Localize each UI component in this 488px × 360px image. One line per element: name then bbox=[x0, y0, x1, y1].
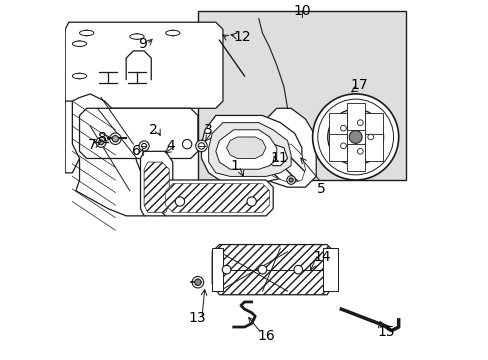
Text: 4: 4 bbox=[166, 139, 175, 153]
Circle shape bbox=[293, 265, 302, 274]
Polygon shape bbox=[262, 144, 287, 166]
Circle shape bbox=[327, 109, 383, 165]
Circle shape bbox=[99, 140, 103, 145]
Circle shape bbox=[317, 99, 393, 175]
Polygon shape bbox=[328, 113, 346, 140]
Circle shape bbox=[175, 197, 184, 206]
Polygon shape bbox=[144, 162, 169, 212]
Circle shape bbox=[169, 30, 175, 36]
Ellipse shape bbox=[165, 30, 180, 36]
Circle shape bbox=[182, 139, 191, 149]
Polygon shape bbox=[65, 22, 223, 108]
Circle shape bbox=[112, 135, 119, 142]
Text: 9: 9 bbox=[138, 37, 146, 51]
Circle shape bbox=[286, 176, 295, 184]
Text: 3: 3 bbox=[204, 123, 213, 137]
Circle shape bbox=[258, 265, 266, 274]
Polygon shape bbox=[364, 134, 382, 161]
Text: 16: 16 bbox=[257, 329, 274, 343]
Text: 15: 15 bbox=[377, 325, 394, 339]
Circle shape bbox=[312, 94, 398, 180]
Circle shape bbox=[77, 41, 82, 46]
Polygon shape bbox=[262, 108, 316, 187]
Circle shape bbox=[222, 265, 230, 274]
Polygon shape bbox=[201, 116, 301, 184]
Text: 14: 14 bbox=[313, 250, 331, 264]
Circle shape bbox=[96, 137, 106, 147]
Bar bbox=[198, 12, 405, 180]
Text: 10: 10 bbox=[292, 4, 310, 18]
Polygon shape bbox=[65, 101, 83, 173]
Polygon shape bbox=[269, 144, 305, 184]
Circle shape bbox=[142, 143, 146, 148]
Circle shape bbox=[343, 125, 367, 149]
Circle shape bbox=[195, 140, 207, 152]
Text: 13: 13 bbox=[188, 311, 205, 325]
Circle shape bbox=[246, 197, 256, 206]
Polygon shape bbox=[346, 103, 364, 130]
Circle shape bbox=[348, 131, 362, 143]
Circle shape bbox=[139, 141, 149, 151]
Text: 8: 8 bbox=[98, 131, 107, 145]
Polygon shape bbox=[158, 180, 273, 216]
Circle shape bbox=[77, 73, 82, 79]
Circle shape bbox=[357, 148, 363, 154]
Circle shape bbox=[288, 178, 293, 182]
Polygon shape bbox=[80, 108, 198, 158]
Text: 7: 7 bbox=[87, 138, 96, 152]
Circle shape bbox=[134, 34, 140, 40]
Polygon shape bbox=[364, 113, 382, 140]
Circle shape bbox=[340, 143, 346, 149]
Text: 11: 11 bbox=[270, 151, 288, 165]
Polygon shape bbox=[215, 130, 276, 169]
Ellipse shape bbox=[72, 41, 86, 46]
Polygon shape bbox=[140, 151, 172, 216]
Text: 12: 12 bbox=[233, 30, 251, 44]
Circle shape bbox=[357, 120, 363, 126]
Text: 2: 2 bbox=[149, 123, 158, 137]
Polygon shape bbox=[165, 184, 269, 212]
Circle shape bbox=[198, 143, 204, 149]
Polygon shape bbox=[328, 134, 346, 161]
Text: 6: 6 bbox=[132, 144, 141, 158]
Text: 1: 1 bbox=[229, 159, 239, 173]
Text: 17: 17 bbox=[350, 78, 367, 92]
Polygon shape bbox=[212, 244, 333, 295]
Ellipse shape bbox=[80, 30, 94, 36]
Circle shape bbox=[109, 133, 121, 144]
Polygon shape bbox=[226, 137, 265, 158]
Circle shape bbox=[83, 30, 89, 36]
Polygon shape bbox=[72, 94, 155, 216]
Circle shape bbox=[192, 276, 203, 288]
Ellipse shape bbox=[72, 73, 86, 79]
Polygon shape bbox=[208, 123, 290, 176]
Text: 5: 5 bbox=[317, 182, 325, 196]
Circle shape bbox=[194, 279, 201, 285]
Ellipse shape bbox=[129, 34, 144, 39]
Polygon shape bbox=[212, 248, 223, 291]
Circle shape bbox=[367, 134, 373, 140]
Polygon shape bbox=[346, 144, 364, 171]
Polygon shape bbox=[323, 248, 337, 291]
Circle shape bbox=[340, 125, 346, 131]
